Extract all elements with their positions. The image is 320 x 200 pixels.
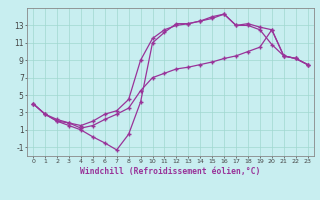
X-axis label: Windchill (Refroidissement éolien,°C): Windchill (Refroidissement éolien,°C) xyxy=(80,167,260,176)
